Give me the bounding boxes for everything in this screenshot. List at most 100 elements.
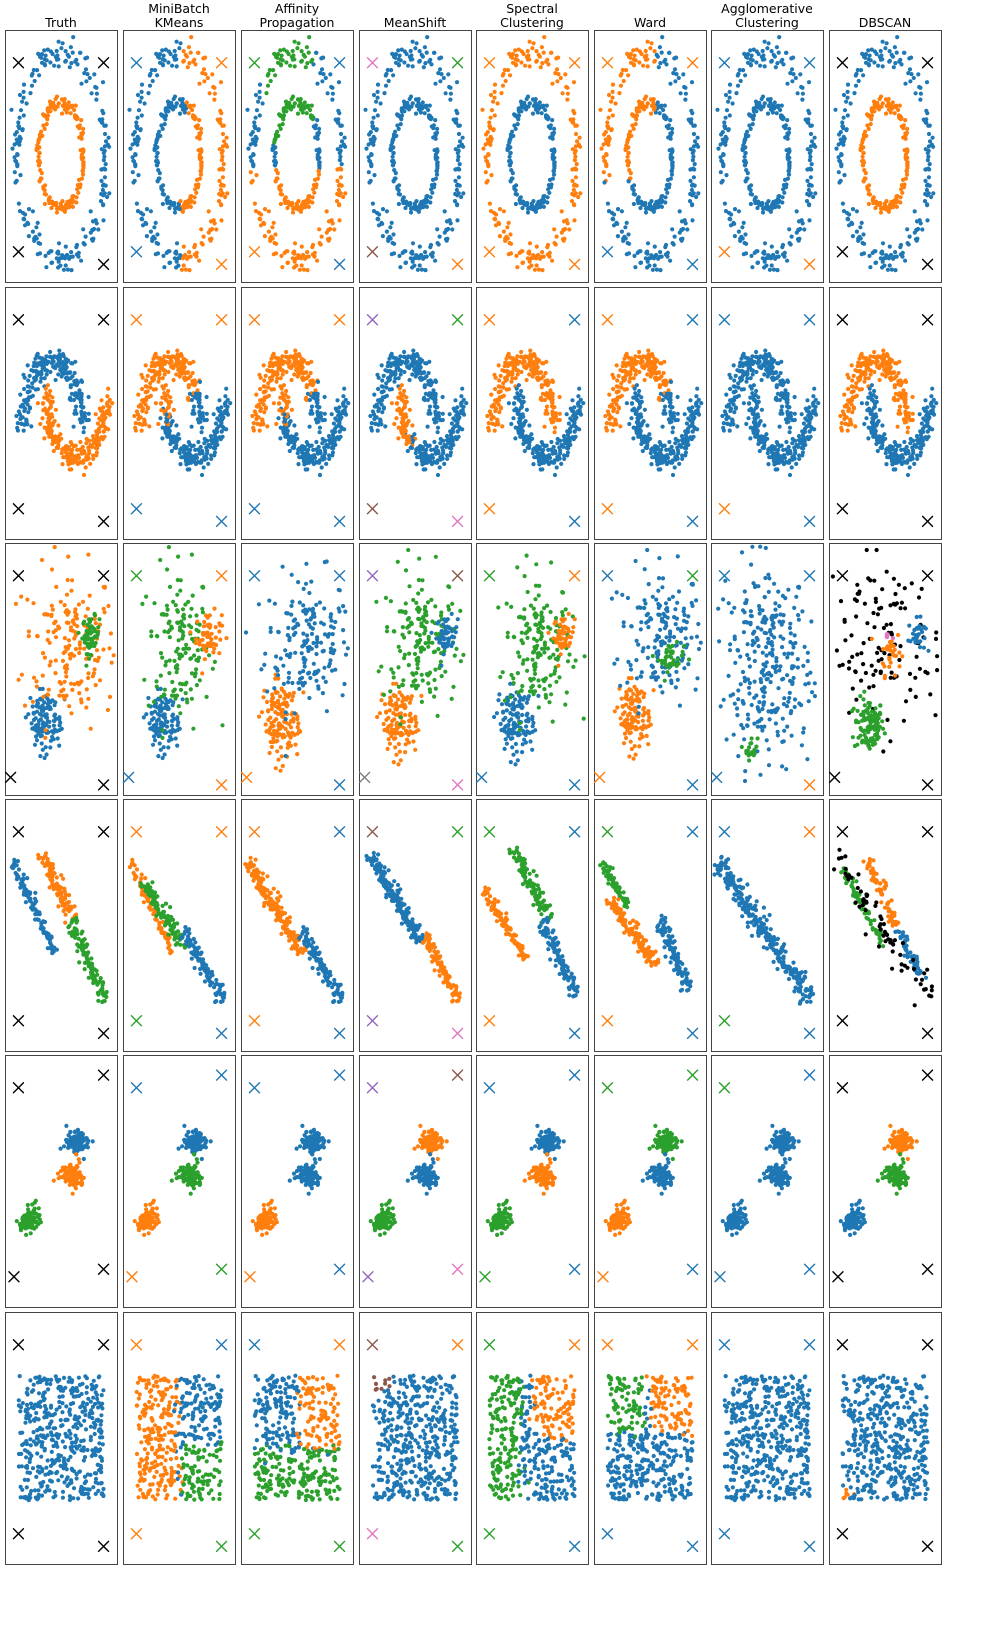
data-point xyxy=(292,423,297,428)
data-point xyxy=(100,422,105,427)
data-point xyxy=(140,386,145,392)
data-point xyxy=(787,126,792,131)
data-point xyxy=(692,167,697,172)
data-point xyxy=(312,177,318,182)
data-point xyxy=(690,203,695,208)
data-point xyxy=(678,91,683,96)
data-point xyxy=(692,139,698,144)
data-point xyxy=(218,117,223,122)
data-point xyxy=(195,460,200,465)
data-point xyxy=(63,263,68,268)
column-title-0: Truth xyxy=(1,0,121,30)
data-point xyxy=(79,136,84,141)
data-point xyxy=(205,75,210,81)
data-point xyxy=(133,162,138,167)
data-point xyxy=(224,386,229,391)
panel-frame xyxy=(241,287,354,540)
data-point xyxy=(63,206,69,211)
data-point xyxy=(166,388,171,394)
data-point xyxy=(297,267,302,272)
data-point xyxy=(552,126,557,131)
data-point xyxy=(689,187,695,193)
data-point xyxy=(278,425,283,430)
data-point xyxy=(17,134,22,139)
data-point xyxy=(915,236,920,241)
data-point xyxy=(876,63,881,68)
data-point xyxy=(292,372,297,377)
data-point xyxy=(160,48,165,53)
data-point xyxy=(153,351,158,356)
data-point xyxy=(487,201,492,206)
data-point xyxy=(903,155,908,160)
data-point xyxy=(292,438,298,443)
data-point xyxy=(931,144,936,149)
data-point xyxy=(162,354,167,359)
data-point xyxy=(191,454,196,459)
data-point xyxy=(885,267,891,272)
data-point xyxy=(927,162,932,167)
data-point xyxy=(201,67,207,72)
data-point xyxy=(175,205,180,210)
data-point xyxy=(623,147,628,153)
data-point xyxy=(766,103,772,108)
data-point xyxy=(21,404,26,409)
data-point xyxy=(77,123,82,128)
data-point xyxy=(859,220,864,225)
data-point xyxy=(726,128,731,133)
data-point xyxy=(771,267,777,272)
data-point xyxy=(525,57,531,62)
data-point xyxy=(186,45,191,50)
data-point xyxy=(432,420,437,425)
data-point xyxy=(81,126,86,131)
data-point xyxy=(16,409,21,414)
data-point xyxy=(36,137,42,142)
data-point xyxy=(42,425,47,430)
data-point xyxy=(898,57,903,62)
data-point xyxy=(398,361,403,366)
panel-frame xyxy=(359,30,472,283)
data-point xyxy=(160,113,165,118)
data-point xyxy=(208,219,214,224)
data-point xyxy=(392,241,397,246)
data-point xyxy=(719,180,724,185)
data-point xyxy=(694,194,699,200)
data-point xyxy=(438,436,443,442)
data-point xyxy=(79,81,84,86)
data-point xyxy=(101,203,106,208)
data-point xyxy=(271,351,276,356)
data-point xyxy=(173,250,178,255)
data-point xyxy=(86,417,91,423)
data-point xyxy=(376,398,381,403)
panel-r0-c1 xyxy=(123,30,236,283)
data-point xyxy=(650,267,656,272)
data-point xyxy=(534,58,540,64)
data-point xyxy=(926,154,931,159)
data-point xyxy=(760,210,766,215)
data-point xyxy=(515,58,520,63)
data-point xyxy=(393,376,398,381)
data-point xyxy=(839,162,844,167)
data-point xyxy=(663,115,669,120)
data-point xyxy=(410,241,416,246)
data-point xyxy=(270,147,275,153)
data-point xyxy=(578,191,583,196)
data-point xyxy=(101,111,106,116)
data-point xyxy=(56,39,61,44)
data-point xyxy=(322,394,327,400)
data-point xyxy=(273,355,278,360)
data-point xyxy=(220,148,225,153)
data-point xyxy=(455,203,460,208)
data-point xyxy=(414,352,420,357)
data-point xyxy=(147,83,153,88)
data-point xyxy=(512,123,517,128)
data-point xyxy=(279,386,284,391)
data-point xyxy=(631,48,636,53)
data-point xyxy=(69,391,74,396)
data-point xyxy=(626,54,632,59)
data-point xyxy=(626,179,631,184)
data-point xyxy=(427,359,432,364)
data-point xyxy=(775,268,780,273)
data-point xyxy=(434,444,439,450)
data-point xyxy=(691,148,696,153)
data-point xyxy=(64,202,69,207)
